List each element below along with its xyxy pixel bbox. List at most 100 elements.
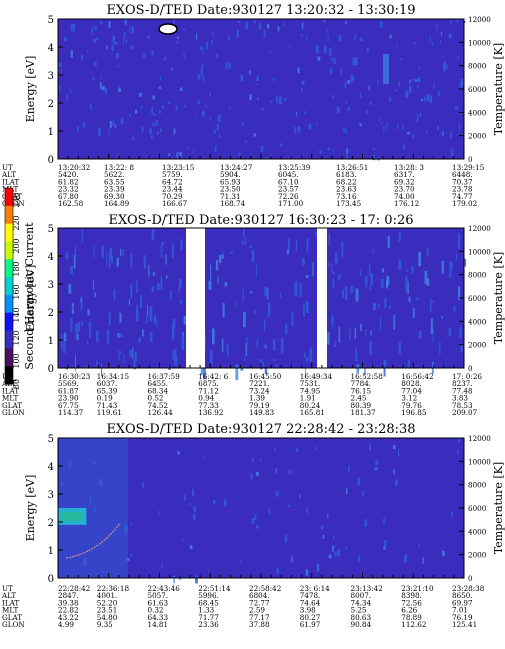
speckle	[264, 157, 268, 160]
speckle	[68, 284, 72, 294]
speckle	[93, 61, 97, 67]
speckle	[417, 84, 419, 89]
speckle	[264, 344, 268, 349]
table-cell: 13:25:39	[278, 163, 311, 172]
table-cell: 71.31	[220, 192, 241, 201]
table-cell: 16:30:23	[58, 372, 91, 381]
speckle	[253, 20, 256, 24]
speckle	[411, 266, 414, 274]
table-cell: 22.82	[58, 606, 79, 615]
speckle	[244, 237, 247, 245]
speckle	[161, 241, 164, 245]
colorbar-swatch	[5, 241, 13, 260]
speckle	[338, 326, 341, 343]
speckle	[396, 44, 398, 48]
speckle	[409, 79, 411, 84]
speckle	[433, 82, 435, 90]
speckle	[306, 357, 309, 362]
speckle	[276, 567, 279, 574]
speckle	[228, 62, 231, 69]
table-cell: 16:37:59	[148, 372, 181, 381]
speckle	[266, 23, 270, 29]
speckle	[353, 76, 355, 80]
speckle	[277, 26, 280, 32]
speckle	[60, 334, 63, 350]
table-cell: 80.24	[300, 401, 321, 410]
speckle	[388, 97, 392, 102]
speckle	[158, 86, 161, 89]
speckle	[459, 327, 462, 339]
speckle	[109, 121, 112, 129]
speckle	[407, 131, 411, 135]
speckle	[140, 105, 143, 109]
speckle	[368, 85, 370, 91]
table-cell: 5420.	[58, 170, 79, 179]
speckle	[279, 293, 282, 298]
speckle	[421, 98, 423, 102]
speckle	[152, 122, 155, 127]
speckle	[83, 557, 87, 566]
speckle	[301, 22, 304, 29]
speckle	[87, 309, 90, 316]
speckle	[442, 550, 445, 556]
panel-1: EXOS-D/TED Date:930127 13:20:32 - 13:30:…	[1, 3, 505, 208]
table-cell: 126.44	[148, 408, 174, 417]
speckle	[381, 268, 384, 273]
speckle	[203, 366, 206, 380]
colorbar-tick-label: 220	[12, 215, 21, 230]
table-cell: 71.77	[198, 613, 219, 622]
speckle	[327, 514, 329, 519]
speckle	[221, 338, 224, 352]
table-cell: 23:28:38	[452, 584, 485, 593]
table-cell: 6.26	[401, 606, 417, 615]
speckle	[431, 42, 434, 46]
speckle	[212, 31, 214, 37]
speckle	[96, 330, 99, 343]
table-cell: 114.37	[58, 408, 84, 417]
speckle	[345, 286, 348, 300]
speckle	[139, 92, 143, 97]
speckle	[457, 449, 459, 454]
speckle	[86, 50, 88, 53]
speckle	[242, 288, 244, 302]
speckle	[287, 238, 290, 252]
speckle	[159, 110, 161, 114]
colorbar-tick-label: 140	[12, 307, 21, 322]
speckle	[358, 556, 361, 562]
speckle	[78, 322, 80, 332]
speckle	[365, 329, 367, 337]
table-cell: 80.27	[300, 613, 321, 622]
table-cell: 181.37	[351, 408, 377, 417]
table-cell: 112.62	[401, 620, 426, 629]
speckle	[221, 254, 224, 259]
speckle	[315, 232, 319, 236]
speckle	[153, 113, 156, 116]
speckle	[381, 122, 383, 125]
speckle	[63, 37, 67, 42]
speckle	[345, 487, 348, 495]
speckle	[149, 332, 153, 343]
table-row-label: ILAT	[2, 177, 19, 186]
speckle	[176, 152, 179, 159]
speckle	[162, 105, 164, 109]
speckle	[440, 40, 442, 44]
table-cell: 3.83	[452, 394, 468, 403]
table-cell: 7531.	[300, 379, 321, 388]
speckle	[347, 107, 350, 111]
speckle	[145, 316, 148, 323]
speckle	[132, 136, 135, 141]
speckle	[244, 357, 246, 361]
y-tick-label: 1	[48, 546, 54, 557]
speckle	[222, 303, 225, 318]
speckle	[395, 479, 398, 486]
table-cell: 78.53	[452, 401, 473, 410]
speckle	[60, 69, 62, 75]
speckle	[299, 282, 302, 298]
speckle	[70, 266, 73, 275]
speckle	[332, 278, 335, 289]
speckle	[322, 535, 325, 539]
speckle	[303, 352, 306, 358]
table-cell: 17: 0:26	[452, 372, 482, 381]
table-cell: 68.45	[198, 598, 219, 607]
y2-tick-label: 0	[468, 155, 473, 164]
